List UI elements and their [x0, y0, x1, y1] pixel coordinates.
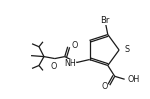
Text: S: S	[124, 46, 129, 54]
Text: NH: NH	[64, 59, 76, 68]
Text: Br: Br	[100, 16, 110, 25]
Text: O: O	[51, 61, 57, 70]
Text: OH: OH	[128, 75, 140, 84]
Text: O: O	[72, 41, 78, 50]
Text: O: O	[101, 82, 108, 91]
